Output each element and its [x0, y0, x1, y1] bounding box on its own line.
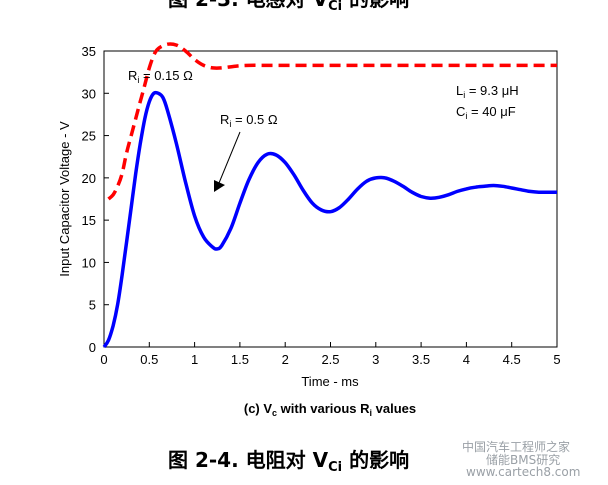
y-tick-label-5: 25 [82, 129, 96, 144]
x-tick-label-1: 0.5 [140, 352, 158, 367]
annotation-ri-05: Ri = 0.5 Ω [220, 112, 278, 129]
y-axis-label: Input Capacitor Voltage - V [57, 121, 72, 277]
annotation-ci: Ci = 40 μF [456, 104, 516, 121]
y-axis-ticks: 0 5 10 15 20 25 30 35 [82, 44, 109, 355]
x-tick-label-9: 4.5 [503, 352, 521, 367]
series-line-ri-05 [102, 90, 557, 349]
x-axis-ticks: 0 0.5 1 1.5 2 2.5 3 3.5 4 4.5 5 [100, 342, 561, 367]
annotation-ri-015: Ri = 0.15 Ω [128, 68, 193, 85]
x-tick-label-7: 3.5 [412, 352, 430, 367]
x-axis-label: Time - ms [301, 374, 359, 389]
watermark-line1: 中国汽车工程师之家 [462, 439, 570, 454]
x-tick-label-6: 3 [372, 352, 379, 367]
y-tick-label-4: 20 [82, 171, 96, 186]
x-tick-label-5: 2.5 [321, 352, 339, 367]
x-tick-label-10: 5 [553, 352, 560, 367]
y-tick-label-3: 15 [82, 213, 96, 228]
watermark-line2: www.cartech8.com [466, 465, 580, 479]
annotation-li: Li = 9.3 μH [456, 83, 519, 100]
top-title: 图 2-3. 电感对 VCi 的影响 [168, 0, 409, 14]
annotation-arrow-line [218, 131, 241, 184]
x-tick-label-2: 1 [191, 352, 198, 367]
figure-title: 图 2-4. 电阻对 VCi 的影响 [168, 448, 409, 475]
annotation-arrow-head [214, 180, 225, 192]
watermark-overlay: 储能BMS研究 [486, 452, 560, 467]
y-tick-label-0: 0 [89, 340, 96, 355]
y-tick-label-2: 10 [82, 255, 96, 270]
x-tick-label-4: 2 [282, 352, 289, 367]
y-tick-label-1: 5 [89, 298, 96, 313]
x-tick-label-3: 1.5 [231, 352, 249, 367]
chart-caption: (c) Vc with various Ri values [244, 401, 416, 418]
y-tick-label-6: 30 [82, 86, 96, 101]
series-line-ri-015 [107, 42, 557, 201]
x-tick-label-0: 0 [100, 352, 107, 367]
x-tick-label-8: 4 [463, 352, 470, 367]
y-tick-label-7: 35 [82, 44, 96, 59]
